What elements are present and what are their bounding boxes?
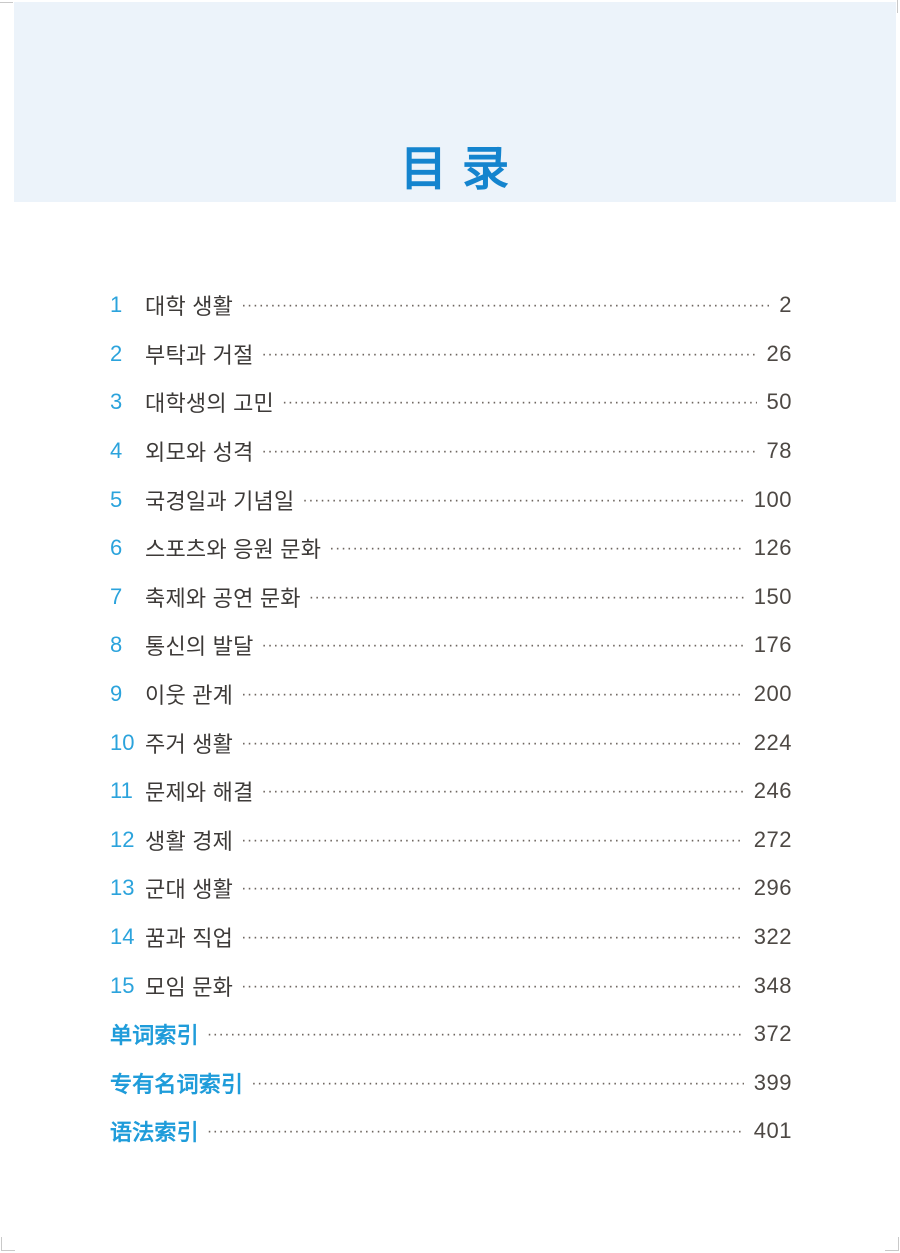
crop-mark-bottom-right	[885, 1237, 899, 1251]
chapter-number: 12	[110, 826, 135, 852]
toc-entry: 6 스포츠와 응원 문화 126	[110, 524, 792, 573]
leader-dots	[241, 880, 744, 898]
page-number: 246	[753, 778, 792, 804]
page-number: 176	[753, 632, 792, 658]
chapter-title: 국경일과 기념일	[145, 488, 295, 514]
chapter-title: 모임 문화	[145, 974, 234, 1000]
chapter-number: 5	[110, 486, 123, 512]
chapter-number: 15	[110, 972, 135, 998]
page-number: 322	[753, 924, 792, 950]
leader-dots	[241, 297, 769, 315]
chapter-number: 4	[110, 438, 123, 464]
toc-entry: 7 축제와 공연 문화 150	[110, 573, 792, 622]
page-number: 372	[753, 1021, 792, 1047]
leader-dots	[241, 686, 744, 704]
chapter-title: 대학생의 고민	[145, 391, 274, 417]
chapter-number: 9	[110, 681, 123, 707]
toc-entry: 1 대학 생활 2	[110, 281, 792, 330]
crop-mark-bottom-left	[1, 1237, 15, 1251]
page-number: 2	[779, 292, 792, 318]
chapter-number: 6	[110, 535, 123, 561]
chapter-number: 14	[110, 924, 135, 950]
toc-index-entry: 专有名词索引 399	[110, 1059, 792, 1108]
page-number: 348	[753, 972, 792, 998]
leader-dots	[262, 346, 757, 364]
leader-dots	[251, 1075, 744, 1093]
toc-entry: 2 부탁과 거절 26	[110, 330, 792, 379]
toc-entry: 11 문제와 해결 246	[110, 767, 792, 816]
leader-dots	[262, 783, 744, 801]
page-number: 296	[753, 875, 792, 901]
chapter-title: 축제와 공연 문화	[145, 585, 301, 611]
header-band: 目 录	[14, 2, 896, 202]
leader-dots	[262, 443, 757, 461]
toc-index-entry: 语法索引 401	[110, 1107, 792, 1156]
chapter-number: 8	[110, 632, 123, 658]
chapter-number: 7	[110, 583, 123, 609]
toc-entry: 12 생활 경제 272	[110, 816, 792, 865]
chapter-title: 이웃 관계	[145, 683, 234, 709]
toc-entry: 8 통신의 발달 176	[110, 621, 792, 670]
toc-entry: 5 국경일과 기념일 100	[110, 475, 792, 524]
chapter-title: 통신의 발달	[145, 634, 254, 660]
page-number: 399	[753, 1069, 792, 1095]
page-number: 78	[766, 438, 792, 464]
chapter-title: 专有名词索引	[110, 1071, 244, 1097]
leader-dots	[282, 394, 757, 412]
chapter-title: 생활 경제	[145, 828, 234, 854]
crop-mark-top-right	[884, 0, 898, 13]
chapter-title: 스포츠와 응원 문화	[145, 537, 322, 563]
chapter-title: 군대 생활	[145, 877, 234, 903]
chapter-title: 부탁과 거절	[145, 342, 254, 368]
leader-dots	[329, 540, 744, 558]
chapter-title: 주거 생활	[145, 731, 234, 757]
chapter-number: 11	[110, 778, 133, 804]
chapter-number: 2	[110, 340, 123, 366]
page-number: 224	[753, 729, 792, 755]
chapter-number: 10	[110, 729, 135, 755]
chapter-title: 외모와 성격	[145, 440, 254, 466]
leader-dots	[241, 832, 744, 850]
page-number: 272	[753, 826, 792, 852]
leader-dots	[207, 1026, 744, 1044]
page-number: 200	[753, 681, 792, 707]
chapter-title: 문제와 해결	[145, 780, 254, 806]
leader-dots	[241, 929, 744, 947]
page-number: 150	[753, 583, 792, 609]
leader-dots	[309, 589, 744, 607]
page-title: 目 录	[399, 142, 511, 195]
toc-entry: 9 이웃 관계 200	[110, 670, 792, 719]
leader-dots	[302, 492, 743, 510]
chapter-number: 3	[110, 389, 123, 415]
chapter-number: 13	[110, 875, 135, 901]
toc-list: 1 대학 생활 2 2 부탁과 거절 26 3 대학생의 고민 50 4 외모와…	[110, 281, 792, 1156]
toc-entry: 15 모임 문화 348	[110, 961, 792, 1010]
leader-dots	[241, 978, 744, 996]
page-number: 126	[753, 535, 792, 561]
page-number: 100	[753, 486, 792, 512]
crop-mark-top-left	[0, 2, 13, 16]
page-number: 401	[753, 1118, 792, 1144]
toc-entry: 3 대학생의 고민 50	[110, 378, 792, 427]
page-number: 26	[766, 340, 792, 366]
toc-index-entry: 单词索引 372	[110, 1010, 792, 1059]
page-number: 50	[766, 389, 792, 415]
leader-dots	[207, 1123, 744, 1141]
chapter-title: 꿈과 직업	[145, 926, 234, 952]
chapter-number: 1	[110, 292, 123, 318]
chapter-title: 대학 생활	[145, 294, 234, 320]
chapter-title: 语法索引	[110, 1120, 199, 1146]
toc-entry: 14 꿈과 직업 322	[110, 913, 792, 962]
leader-dots	[262, 637, 744, 655]
toc-entry: 4 외모와 성격 78	[110, 427, 792, 476]
toc-entry: 13 군대 생활 296	[110, 864, 792, 913]
toc-entry: 10 주거 생활 224	[110, 718, 792, 767]
leader-dots	[241, 735, 744, 753]
chapter-title: 单词索引	[110, 1023, 199, 1049]
